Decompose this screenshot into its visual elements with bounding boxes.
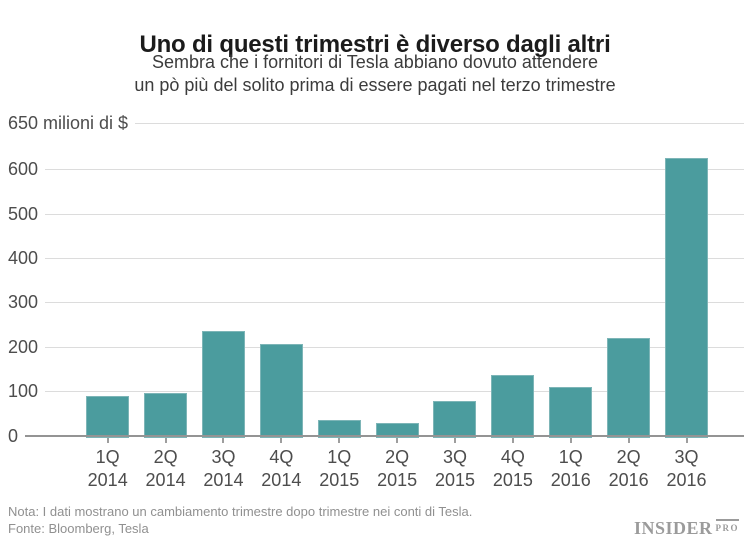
gridline-200-label: 200: [8, 336, 39, 357]
x-tick-4Q-2014: [280, 438, 283, 443]
x-tick-1Q-2015: [338, 438, 341, 443]
chart-title: Uno di questi trimestri è diverso dagli …: [139, 31, 611, 59]
chart-subtitle-line1: Sembra che i fornitori di Tesla abbiano …: [152, 52, 598, 72]
x-label-year: 2016: [666, 470, 707, 490]
x-label-quarter: 1Q: [327, 447, 352, 467]
bar-4Q-2015: [491, 374, 535, 438]
gridline-600-label: 600: [8, 159, 39, 180]
y-axis-top-line: [135, 122, 744, 124]
logo-main-text: INSIDER: [633, 518, 713, 538]
x-label-4Q-2015: 4Q 2015: [481, 446, 545, 492]
x-label-year: 2016: [608, 470, 649, 490]
x-label-2Q-2015: 2Q 2015: [365, 446, 429, 492]
x-label-year: 2015: [377, 470, 418, 490]
bar-3Q-2014: [201, 330, 245, 438]
x-label-quarter: 3Q: [442, 447, 467, 467]
x-tick-2Q-2016: [627, 438, 630, 443]
gridline-100-line: [45, 391, 744, 393]
gridline-300-label: 300: [8, 292, 39, 313]
x-label-quarter: 4Q: [500, 447, 525, 467]
gridline-100-label: 100: [8, 381, 39, 402]
x-label-2Q-2016: 2Q 2016: [597, 446, 661, 492]
bar-4Q-2014: [259, 343, 303, 438]
x-tick-4Q-2015: [511, 438, 514, 443]
x-tick-2Q-2014: [164, 438, 167, 443]
x-axis: 0: [8, 426, 744, 446]
bar-2Q-2014: [144, 392, 188, 438]
gridline-300: 300: [8, 292, 744, 313]
chart-note: Nota: I dati mostrano un cambiamento tri…: [8, 504, 473, 519]
x-axis-line: [25, 435, 744, 438]
gridline-600: 600: [8, 159, 744, 180]
x-tick-1Q-2016: [569, 438, 572, 443]
gridline-500-line: [45, 213, 744, 215]
chart-subtitle-line2: un pò più del solito prima di essere pag…: [134, 75, 616, 95]
bar-2Q-2015: [375, 423, 419, 438]
logo-sub-text: PRO: [715, 519, 739, 533]
bar-2Q-2016: [607, 337, 651, 438]
x-label-year: 2014: [87, 470, 128, 490]
x-label-1Q-2015: 1Q 2015: [307, 446, 371, 492]
x-label-2Q-2014: 2Q 2014: [134, 446, 198, 492]
x-label-quarter: 4Q: [269, 447, 294, 467]
bar-3Q-2015: [433, 400, 477, 438]
gridline-200: 200: [8, 337, 744, 357]
gridline-600-line: [45, 169, 744, 171]
x-axis-label: 0: [8, 425, 19, 446]
x-label-year: 2014: [261, 470, 302, 490]
x-label-quarter: 2Q: [385, 447, 410, 467]
x-label-year: 2014: [203, 470, 244, 490]
x-tick-3Q-2016: [685, 438, 688, 443]
gridline-500-label: 500: [8, 203, 39, 224]
x-label-quarter: 2Q: [616, 447, 641, 467]
x-label-year: 2015: [492, 470, 533, 490]
chart-source: Fonte: Bloomberg, Tesla: [8, 521, 149, 536]
insiderpro-logo: INSIDER PRO: [634, 518, 739, 539]
x-label-quarter: 3Q: [211, 447, 236, 467]
x-label-year: 2016: [550, 470, 591, 490]
gridline-400-label: 400: [8, 248, 39, 269]
x-label-quarter: 2Q: [153, 447, 178, 467]
x-label-4Q-2014: 4Q 2014: [249, 446, 313, 492]
x-label-year: 2015: [434, 470, 475, 490]
x-tick-3Q-2015: [453, 438, 456, 443]
x-tick-2Q-2015: [396, 438, 399, 443]
x-tick-3Q-2014: [222, 438, 225, 443]
x-label-3Q-2016: 3Q 2016: [655, 446, 719, 492]
bar-1Q-2015: [317, 420, 361, 438]
x-label-year: 2015: [319, 470, 360, 490]
x-label-year: 2014: [145, 470, 186, 490]
x-tick-1Q-2014: [106, 438, 109, 443]
x-label-quarter: 1Q: [95, 447, 120, 467]
gridline-200-line: [45, 346, 744, 348]
x-label-3Q-2014: 3Q 2014: [191, 446, 255, 492]
x-label-quarter: 3Q: [674, 447, 699, 467]
gridline-400-line: [45, 258, 744, 260]
gridline-400: 400: [8, 248, 744, 269]
x-label-1Q-2016: 1Q 2016: [539, 446, 603, 492]
x-label-3Q-2015: 3Q 2015: [423, 446, 487, 492]
bar-1Q-2016: [549, 386, 593, 438]
y-axis-top-label: 650 milioni di $: [8, 112, 129, 133]
gridline-300-line: [45, 302, 744, 304]
bar-3Q-2016: [665, 158, 708, 438]
chart-subtitle: Sembra che i fornitori di Tesla abbiano …: [0, 51, 750, 97]
y-axis-top: 650 milioni di $: [8, 113, 744, 133]
bar-1Q-2014: [86, 396, 130, 438]
x-label-quarter: 1Q: [558, 447, 583, 467]
gridline-500: 500: [8, 204, 744, 224]
x-label-1Q-2014: 1Q 2014: [76, 446, 140, 492]
gridline-100: 100: [8, 381, 744, 402]
